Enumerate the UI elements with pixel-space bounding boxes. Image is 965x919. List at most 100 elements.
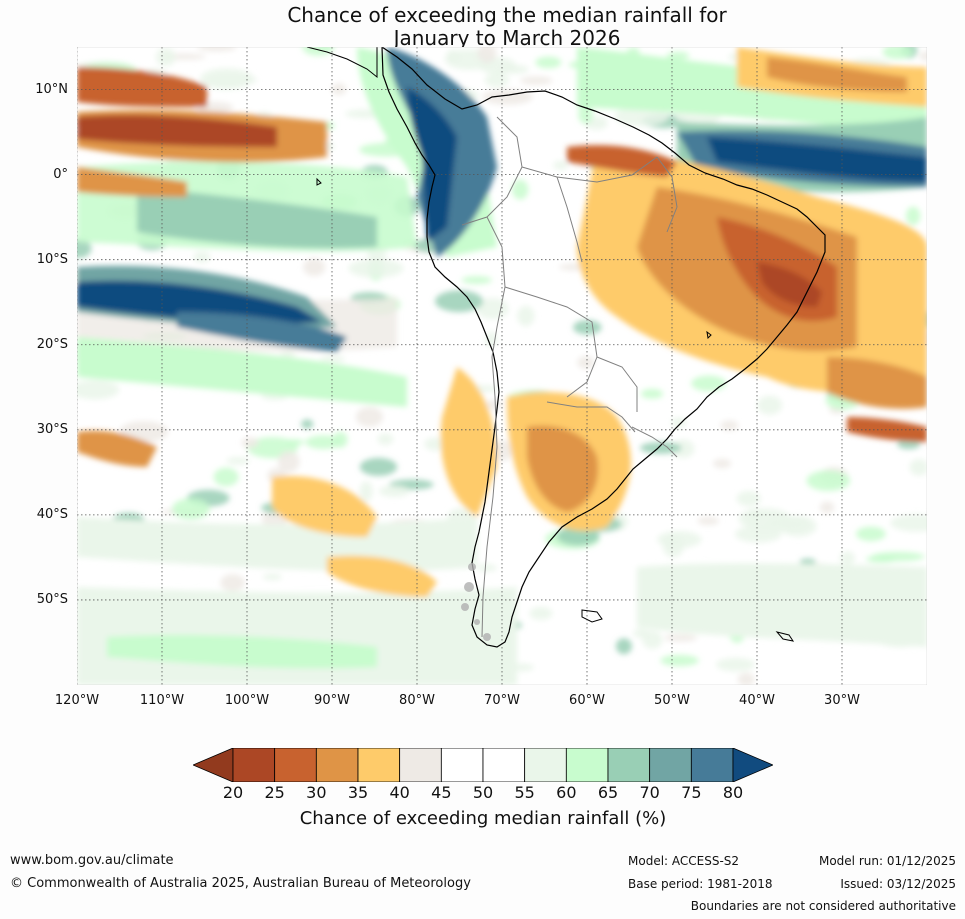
colorbar-bin xyxy=(399,747,442,783)
rainfall-speckle xyxy=(213,467,239,487)
rainfall-speckle xyxy=(556,526,600,546)
colorbar-title: Chance of exceeding median rainfall (%) xyxy=(299,808,667,829)
dry-zone-light xyxy=(77,430,157,467)
latitude-label: 10°N xyxy=(35,81,68,97)
rainfall-speckle xyxy=(277,450,300,473)
colorbar-bin xyxy=(565,747,609,783)
dry-zone-faint xyxy=(327,555,437,597)
longitude-label: 70°W xyxy=(484,693,520,708)
rainfall-speckle xyxy=(193,251,211,263)
country-borders xyxy=(461,116,678,638)
wet-zone-light xyxy=(107,635,377,669)
colorbar-tick-label: 55 xyxy=(514,783,535,802)
rainfall-speckle xyxy=(348,258,404,278)
rainfall-speckle xyxy=(435,290,483,313)
rainfall-speckle xyxy=(156,47,176,67)
longitude-label: 80°W xyxy=(399,693,435,708)
rainfall-speckle xyxy=(919,51,927,61)
rainfall-speckle xyxy=(461,276,492,285)
latitude-label: 0° xyxy=(53,166,68,182)
wet-zone-strong xyxy=(177,312,347,352)
wet-zone-very-strong xyxy=(707,137,927,182)
dry-zone-strong xyxy=(77,115,277,147)
rainfall-speckle xyxy=(446,49,460,63)
rainfall-speckle xyxy=(301,419,314,429)
rainfall-speckle xyxy=(359,457,398,476)
rainfall-speckle xyxy=(520,76,553,85)
rainfall-speckle xyxy=(806,470,851,492)
rainfall-speckle xyxy=(746,508,761,525)
longitude-label: 120°W xyxy=(54,693,100,708)
rainfall-speckle xyxy=(909,458,927,476)
rainfall-speckle xyxy=(331,83,347,96)
rainfall-speckle xyxy=(691,375,727,392)
colorbar-bin xyxy=(232,747,276,783)
colorbar-tick-label: 35 xyxy=(347,783,369,802)
colorbar-bin xyxy=(315,747,359,783)
dry-zone-light xyxy=(527,425,598,512)
rainfall-speckle xyxy=(737,672,755,685)
rainfall-speckle xyxy=(356,407,383,427)
rainfall-speckle xyxy=(736,490,761,507)
dry-zone-faint xyxy=(440,367,497,517)
rainfall-speckle xyxy=(379,485,410,498)
rainfall-speckle xyxy=(666,51,690,60)
rainfall-speckle xyxy=(226,457,250,465)
rainfall-speckle xyxy=(241,437,259,449)
rainfall-speckle xyxy=(493,440,513,461)
wet-zone-medium xyxy=(137,187,377,249)
rainfall-speckle xyxy=(614,106,669,127)
rainfall-speckle xyxy=(757,395,783,415)
rainfall-speckle xyxy=(897,439,921,450)
rainfall-speckle xyxy=(640,442,682,454)
rainfall-speckle xyxy=(716,657,756,672)
colorbar-tick-label: 65 xyxy=(597,783,619,802)
latitude-label: 40°S xyxy=(36,506,68,522)
rainfall-speckle xyxy=(672,439,695,458)
rainfall-speckle xyxy=(663,634,698,642)
rainfall-speckle xyxy=(713,458,732,469)
rainfall-speckle xyxy=(642,630,663,649)
rainfall-speckle xyxy=(529,606,553,620)
rainfall-speckle xyxy=(882,47,913,60)
colorbar-bin xyxy=(607,747,651,783)
dry-zone-medium xyxy=(77,67,207,107)
longitude-label: 50°W xyxy=(654,693,690,708)
latitude-label: 20°S xyxy=(36,336,68,352)
rainfall-speckle xyxy=(517,305,535,327)
map-title-line2: January to March 2026 xyxy=(393,26,621,50)
colorbar-tick-label: 75 xyxy=(681,783,702,802)
rainfall-speckle xyxy=(485,399,503,410)
website-link[interactable]: www.bom.gov.au/climate xyxy=(10,853,174,868)
rainfall-speckle xyxy=(359,481,373,502)
rainfall-speckle xyxy=(535,56,562,69)
colorbar-bin xyxy=(690,747,734,783)
longitude-label: 110°W xyxy=(139,693,185,708)
dry-zone-light xyxy=(767,57,907,92)
rainfall-speckle xyxy=(305,435,342,450)
rainfall-speckle xyxy=(553,160,568,170)
colorbar-tick-label: 60 xyxy=(556,783,577,802)
central-america-coastline xyxy=(306,47,378,79)
rainfall-speckle xyxy=(302,47,335,56)
colorbar-over-arrow xyxy=(732,747,775,783)
rainfall-map-svg xyxy=(77,47,927,685)
colorbar xyxy=(191,747,775,783)
dry-zone-light xyxy=(827,357,927,409)
rainfall-speckle xyxy=(377,433,394,446)
rainfall-field xyxy=(77,47,927,685)
rainfall-speckle xyxy=(905,206,921,226)
galapagos-islands xyxy=(316,177,322,186)
colorbar-tick-label: 80 xyxy=(722,783,744,802)
colorbar-svg xyxy=(191,747,775,783)
colorbar-bin xyxy=(440,747,484,783)
latitude-label: 30°S xyxy=(36,421,68,437)
rainfall-speckle xyxy=(671,417,687,428)
rainfall-speckle xyxy=(738,508,791,530)
colorbar-tick-label: 70 xyxy=(639,783,660,802)
rainfall-speckle xyxy=(871,551,925,562)
colorbar-under-arrow xyxy=(191,747,234,783)
colorbar-bin xyxy=(649,747,692,783)
rainfall-speckle xyxy=(890,514,927,532)
rainfall-speckle xyxy=(476,298,509,320)
